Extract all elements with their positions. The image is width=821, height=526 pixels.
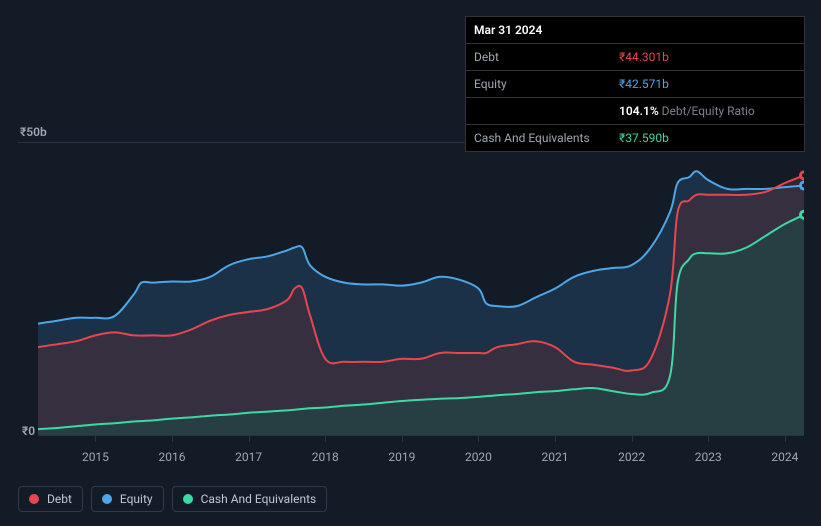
y-axis-max-label: ₹50b bbox=[20, 125, 47, 139]
legend-label: Equity bbox=[120, 492, 153, 506]
x-axis-year: 2017 bbox=[235, 450, 262, 464]
x-axis-year: 2023 bbox=[695, 450, 722, 464]
legend-swatch bbox=[102, 494, 112, 504]
tooltip-row-value: ₹44.301b bbox=[619, 50, 669, 64]
tooltip-row: Cash And Equivalents₹37.590b bbox=[466, 125, 804, 151]
chart-legend: Debt Equity Cash And Equivalents bbox=[18, 486, 327, 512]
x-axis-year: 2016 bbox=[159, 450, 186, 464]
x-axis-baseline bbox=[38, 435, 804, 436]
x-axis-year: 2022 bbox=[618, 450, 645, 464]
x-axis-year: 2019 bbox=[388, 450, 415, 464]
tooltip-row: Equity₹42.571b bbox=[466, 71, 804, 98]
legend-label: Cash And Equivalents bbox=[201, 492, 317, 506]
x-axis-year: 2015 bbox=[82, 450, 109, 464]
x-axis-labels: 2015 2016 2017 2018 2019 2020 2021 2022 2023 2024 bbox=[0, 450, 821, 466]
legend-swatch bbox=[183, 494, 193, 504]
x-axis-year: 2020 bbox=[465, 450, 492, 464]
tooltip-row: Debt₹44.301b bbox=[466, 44, 804, 71]
legend-swatch bbox=[29, 494, 39, 504]
tooltip-row-value: 104.1% Debt/Equity Ratio bbox=[619, 104, 755, 118]
legend-item-debt[interactable]: Debt bbox=[18, 486, 83, 512]
chart-tooltip: Mar 31 2024 Debt₹44.301bEquity₹42.571b10… bbox=[465, 16, 805, 152]
tooltip-row-value: ₹37.590b bbox=[619, 131, 669, 145]
tooltip-row-label: Cash And Equivalents bbox=[474, 131, 619, 145]
tooltip-row: 104.1% Debt/Equity Ratio bbox=[466, 98, 804, 125]
tooltip-date: Mar 31 2024 bbox=[466, 17, 804, 44]
x-axis-year: 2021 bbox=[542, 450, 569, 464]
tooltip-row-value: ₹42.571b bbox=[619, 77, 669, 91]
area-chart bbox=[38, 142, 804, 435]
tooltip-row-label: Debt bbox=[474, 50, 619, 64]
legend-item-equity[interactable]: Equity bbox=[91, 486, 164, 512]
x-axis-year: 2018 bbox=[312, 450, 339, 464]
legend-label: Debt bbox=[47, 492, 72, 506]
x-axis-year: 2024 bbox=[771, 450, 798, 464]
legend-item-cash-and-equivalents[interactable]: Cash And Equivalents bbox=[172, 486, 328, 512]
tooltip-row-label bbox=[474, 104, 619, 118]
y-axis-min-label: ₹0 bbox=[22, 424, 35, 438]
tooltip-row-label: Equity bbox=[474, 77, 619, 91]
